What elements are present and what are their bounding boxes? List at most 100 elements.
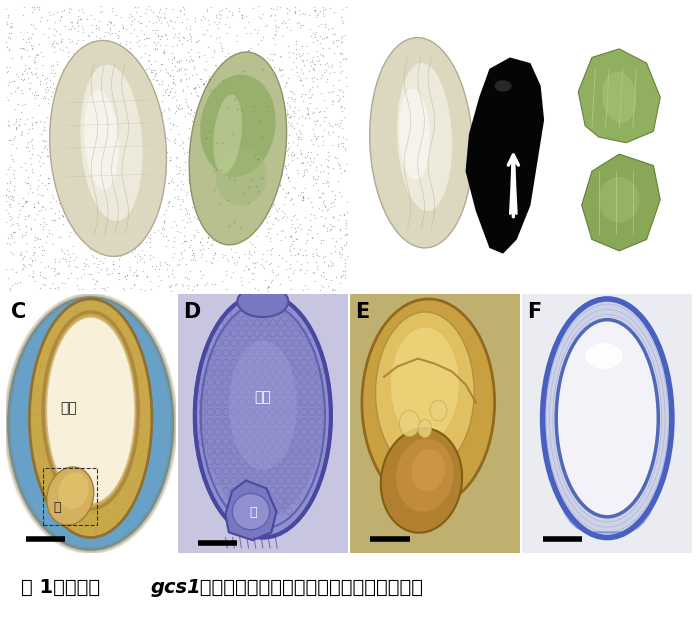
Ellipse shape [29, 299, 152, 538]
Point [202, 139, 214, 149]
Point [256, 71, 267, 81]
Point [24, 84, 35, 94]
Point [213, 115, 224, 125]
Point [290, 234, 301, 244]
Point [220, 91, 231, 101]
Point [106, 309, 118, 319]
Point [286, 149, 297, 159]
Point [190, 135, 201, 145]
Point [216, 93, 227, 103]
Point [99, 241, 111, 251]
Point [28, 247, 39, 257]
Point [82, 81, 93, 91]
Point [64, 79, 76, 89]
Point [103, 113, 114, 123]
Point [323, 129, 335, 139]
Point [144, 183, 155, 193]
Point [36, 250, 47, 260]
Point [147, 210, 158, 220]
Point [180, 272, 191, 282]
Point [287, 211, 298, 221]
Point [97, 207, 108, 217]
Point [220, 196, 232, 206]
Point [273, 249, 284, 259]
Point [33, 469, 44, 479]
Point [162, 20, 174, 30]
Point [330, 35, 342, 45]
Point [317, 267, 328, 277]
Point [184, 51, 195, 61]
Point [106, 77, 118, 87]
Point [105, 54, 116, 64]
Point [270, 174, 281, 184]
Point [206, 223, 217, 233]
Point [173, 64, 184, 74]
Point [320, 59, 331, 69]
Point [43, 23, 55, 33]
Point [167, 265, 178, 275]
Point [154, 260, 165, 270]
Point [106, 171, 118, 181]
Point [150, 189, 161, 199]
Point [92, 225, 103, 235]
Point [210, 248, 221, 258]
Point [216, 131, 227, 141]
Point [240, 186, 251, 196]
Point [261, 20, 272, 30]
Point [155, 4, 166, 14]
Point [111, 212, 122, 222]
Point [125, 266, 136, 276]
Point [62, 249, 74, 259]
Point [112, 149, 123, 159]
Point [40, 204, 51, 214]
Point [67, 116, 78, 126]
Point [48, 102, 59, 112]
Point [194, 237, 205, 247]
Point [78, 269, 90, 279]
Point [60, 90, 71, 100]
Point [292, 222, 303, 232]
Point [225, 171, 237, 181]
Point [217, 252, 228, 262]
Point [209, 116, 220, 126]
Point [143, 56, 154, 66]
Point [237, 51, 248, 61]
Point [55, 38, 66, 48]
Point [125, 43, 136, 53]
Text: C: C [10, 301, 26, 321]
Point [286, 194, 297, 204]
Point [246, 201, 257, 211]
Point [15, 248, 26, 258]
Point [71, 87, 83, 97]
Point [238, 188, 249, 198]
Point [186, 44, 197, 54]
Point [140, 4, 151, 14]
Point [284, 86, 295, 96]
Point [181, 94, 192, 104]
Point [185, 136, 196, 146]
Point [184, 24, 195, 34]
Point [190, 129, 202, 139]
Point [322, 261, 333, 271]
Point [240, 28, 251, 38]
Point [315, 88, 326, 98]
Point [169, 52, 180, 62]
Point [178, 236, 190, 246]
Point [62, 61, 74, 71]
Point [48, 36, 60, 46]
Point [90, 254, 101, 264]
Point [321, 58, 332, 68]
Point [317, 140, 328, 150]
Point [39, 262, 50, 272]
Point [185, 240, 196, 250]
Point [257, 249, 268, 259]
Point [223, 191, 234, 201]
Point [145, 214, 156, 224]
Point [246, 111, 257, 121]
Point [276, 148, 287, 158]
Ellipse shape [7, 296, 174, 551]
Point [59, 68, 70, 78]
Point [98, 66, 109, 76]
Point [55, 232, 66, 242]
Point [290, 2, 301, 12]
